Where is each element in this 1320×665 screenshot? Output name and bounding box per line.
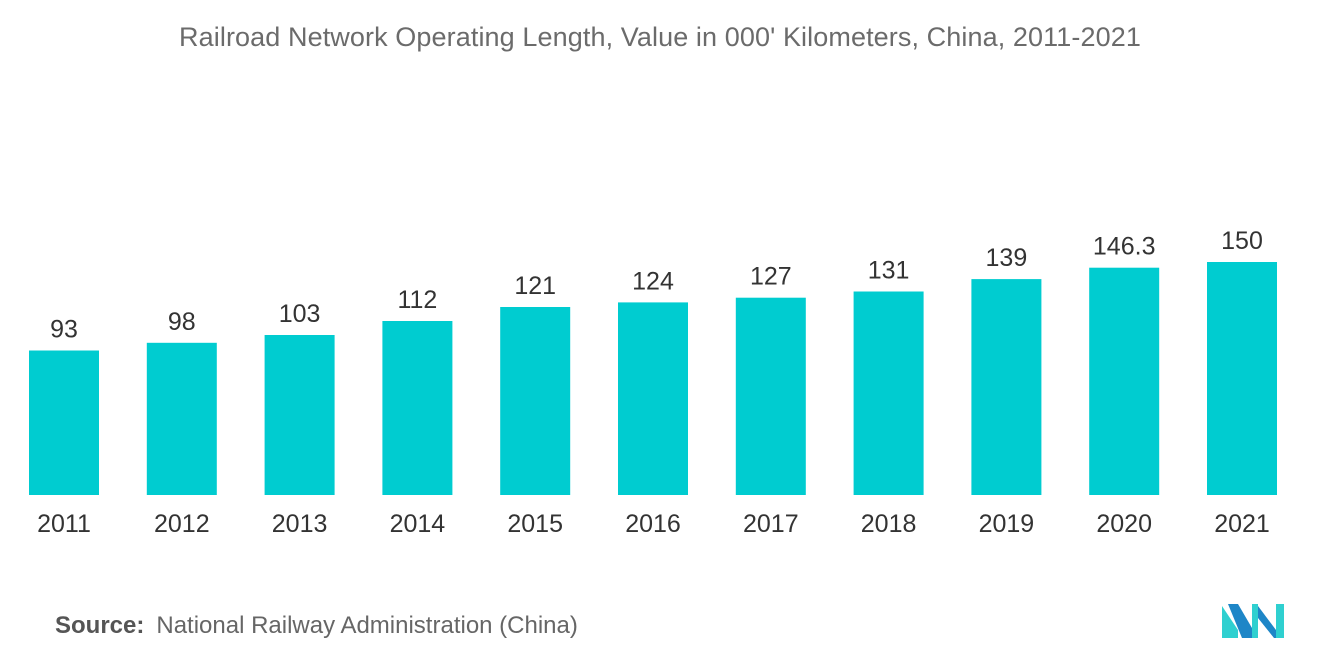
data-label-2017: 127 <box>750 263 792 291</box>
x-axis-tick-labels: 2011 2012 2013 2014 2015 2016 2017 2018 2019 2020… <box>37 510 1270 538</box>
data-label-2016: 124 <box>632 267 674 295</box>
x-tick-2019: 2019 <box>979 510 1035 538</box>
bar-2017 <box>735 297 806 495</box>
bar-2013 <box>264 335 335 495</box>
source-note: Source: National Railway Administration (… <box>55 612 578 640</box>
bars-group <box>29 262 1277 495</box>
data-label-2021: 150 <box>1221 227 1263 255</box>
x-tick-2016: 2016 <box>625 510 681 538</box>
bar-2019 <box>971 279 1042 495</box>
x-tick-2020: 2020 <box>1096 510 1152 538</box>
x-tick-2017: 2017 <box>743 510 799 538</box>
x-tick-2015: 2015 <box>507 510 563 538</box>
bar-2020 <box>1089 267 1160 495</box>
x-tick-2011: 2011 <box>37 510 91 538</box>
mordor-intelligence-logo-icon <box>1222 604 1284 638</box>
data-label-2011: 93 <box>50 316 78 344</box>
bar-chart: 93 98 103 112 121 124 127 131 139 146.3 150 2011 20… <box>29 227 1277 538</box>
chart-title: Railroad Network Operating Length, Value… <box>179 22 1141 52</box>
data-label-2019: 139 <box>986 244 1028 272</box>
data-labels-group: 93 98 103 112 121 124 127 131 139 146.3 150 <box>50 227 1263 344</box>
data-label-2012: 98 <box>168 308 196 336</box>
bar-2021 <box>1207 262 1277 495</box>
x-tick-2012: 2012 <box>154 510 210 538</box>
bar-2018 <box>853 291 924 495</box>
data-label-2014: 112 <box>397 286 437 314</box>
x-tick-2021: 2021 <box>1214 510 1270 538</box>
data-label-2018: 131 <box>868 257 910 285</box>
source-text: National Railway Administration (China) <box>156 612 578 639</box>
bar-2011 <box>29 350 99 495</box>
data-label-2013: 103 <box>279 300 321 328</box>
x-tick-2014: 2014 <box>390 510 446 538</box>
x-tick-2018: 2018 <box>861 510 917 538</box>
bar-2014 <box>382 321 453 495</box>
bar-2016 <box>618 302 688 495</box>
x-tick-2013: 2013 <box>272 510 328 538</box>
bar-2012 <box>146 342 217 495</box>
source-label: Source: <box>55 612 145 639</box>
data-label-2020: 146.3 <box>1093 233 1156 261</box>
bar-2015 <box>500 307 571 495</box>
data-label-2015: 121 <box>514 272 556 300</box>
